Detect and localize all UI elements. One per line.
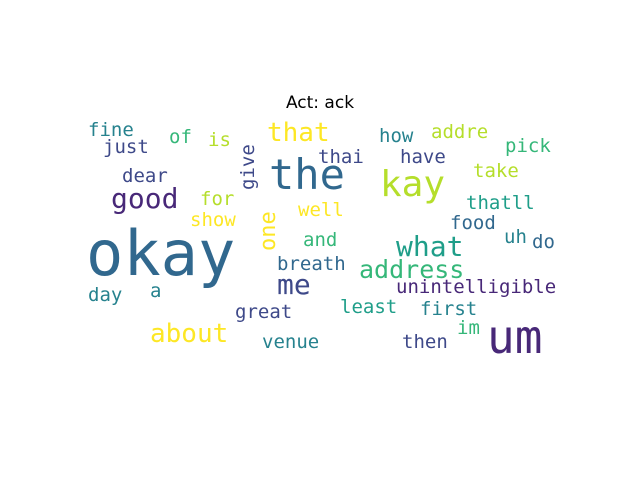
word-just: just — [103, 138, 149, 157]
word-and: and — [303, 231, 337, 250]
word-about: about — [150, 321, 228, 347]
word-that: that — [267, 120, 330, 146]
word-a: a — [150, 282, 161, 301]
word-uh: uh — [504, 228, 527, 247]
word-kay: kay — [380, 167, 445, 203]
word-good: good — [111, 185, 178, 213]
word-im: im — [457, 319, 480, 338]
word-venue: venue — [262, 333, 319, 352]
word-is: is — [208, 131, 231, 150]
word-cloud: okay um the kay what address good that m… — [80, 118, 560, 363]
word-um: um — [487, 314, 542, 360]
word-day: day — [88, 286, 122, 305]
word-have: have — [400, 148, 446, 167]
word-for: for — [200, 190, 234, 209]
word-thai: thai — [318, 148, 364, 167]
word-one: one — [258, 211, 280, 251]
word-great: great — [235, 303, 292, 322]
word-addre: addre — [431, 123, 488, 142]
word-okay: okay — [86, 223, 235, 285]
word-pick: pick — [505, 137, 551, 156]
word-give: give — [239, 144, 258, 190]
word-me: me — [277, 271, 311, 299]
word-then: then — [402, 333, 448, 352]
word-take: take — [473, 162, 519, 181]
word-least: least — [340, 298, 397, 317]
word-do: do — [532, 233, 555, 252]
word-thatll: thatll — [466, 194, 535, 213]
word-how: how — [379, 127, 413, 146]
word-dear: dear — [122, 167, 168, 186]
word-food: food — [450, 214, 496, 233]
word-show: show — [190, 211, 236, 230]
word-of: of — [169, 128, 192, 147]
word-well: well — [298, 201, 344, 220]
word-breath: breath — [277, 255, 346, 274]
plot-title: Act: ack — [0, 92, 640, 114]
word-unintelligible: unintelligible — [396, 278, 556, 297]
